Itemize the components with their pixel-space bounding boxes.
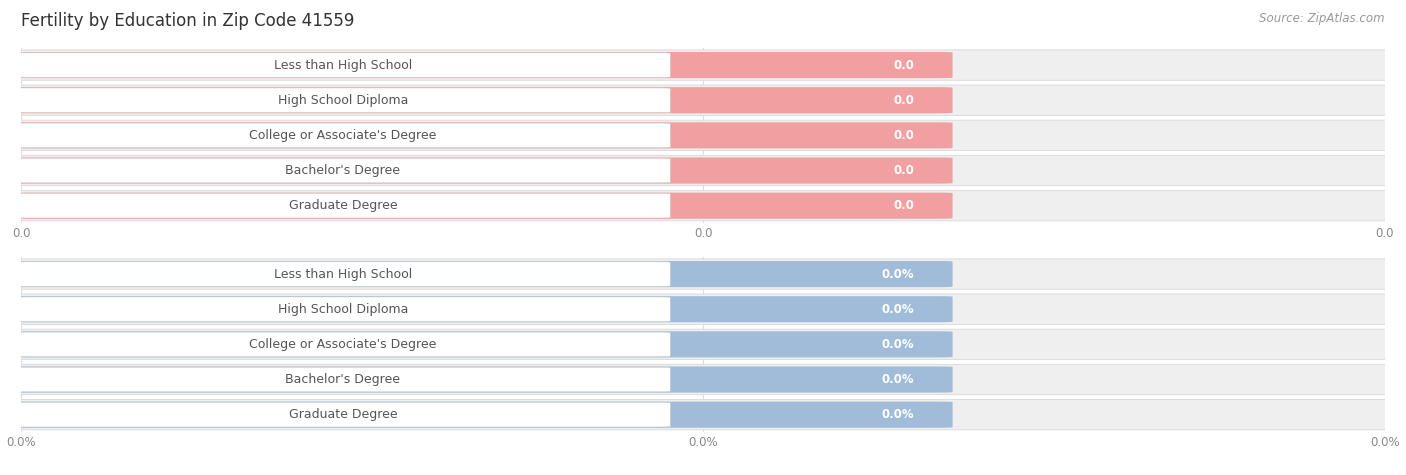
FancyBboxPatch shape xyxy=(15,88,671,113)
FancyBboxPatch shape xyxy=(6,122,953,149)
Text: Source: ZipAtlas.com: Source: ZipAtlas.com xyxy=(1260,12,1385,25)
FancyBboxPatch shape xyxy=(6,399,1400,430)
Text: Bachelor's Degree: Bachelor's Degree xyxy=(285,164,401,177)
FancyBboxPatch shape xyxy=(15,53,671,77)
FancyBboxPatch shape xyxy=(6,294,1400,324)
Text: High School Diploma: High School Diploma xyxy=(278,94,408,107)
Text: College or Associate's Degree: College or Associate's Degree xyxy=(249,129,437,142)
Text: 0.0%: 0.0% xyxy=(882,338,914,351)
FancyBboxPatch shape xyxy=(6,155,1400,186)
Text: Graduate Degree: Graduate Degree xyxy=(288,408,398,421)
Text: Bachelor's Degree: Bachelor's Degree xyxy=(285,373,401,386)
FancyBboxPatch shape xyxy=(6,331,953,358)
FancyBboxPatch shape xyxy=(15,262,671,286)
FancyBboxPatch shape xyxy=(15,158,671,183)
FancyBboxPatch shape xyxy=(6,85,1400,115)
Text: 0.0: 0.0 xyxy=(894,199,914,212)
Text: 0.0%: 0.0% xyxy=(882,267,914,281)
Text: 0.0%: 0.0% xyxy=(882,373,914,386)
FancyBboxPatch shape xyxy=(6,366,953,393)
FancyBboxPatch shape xyxy=(6,329,1400,360)
FancyBboxPatch shape xyxy=(15,367,671,392)
Text: 0.0%: 0.0% xyxy=(882,303,914,316)
FancyBboxPatch shape xyxy=(6,120,1400,151)
Text: College or Associate's Degree: College or Associate's Degree xyxy=(249,338,437,351)
Text: 0.0: 0.0 xyxy=(894,164,914,177)
Text: 0.0: 0.0 xyxy=(894,58,914,72)
FancyBboxPatch shape xyxy=(6,261,953,287)
FancyBboxPatch shape xyxy=(6,401,953,428)
Text: 0.0: 0.0 xyxy=(894,94,914,107)
FancyBboxPatch shape xyxy=(15,297,671,322)
Text: Less than High School: Less than High School xyxy=(274,267,412,281)
Text: Fertility by Education in Zip Code 41559: Fertility by Education in Zip Code 41559 xyxy=(21,12,354,30)
FancyBboxPatch shape xyxy=(15,402,671,427)
FancyBboxPatch shape xyxy=(6,190,1400,221)
Text: 0.0: 0.0 xyxy=(894,129,914,142)
Text: High School Diploma: High School Diploma xyxy=(278,303,408,316)
Text: Less than High School: Less than High School xyxy=(274,58,412,72)
FancyBboxPatch shape xyxy=(6,259,1400,289)
FancyBboxPatch shape xyxy=(6,192,953,219)
FancyBboxPatch shape xyxy=(15,193,671,218)
FancyBboxPatch shape xyxy=(6,50,1400,80)
Text: 0.0%: 0.0% xyxy=(882,408,914,421)
FancyBboxPatch shape xyxy=(6,52,953,78)
FancyBboxPatch shape xyxy=(6,87,953,114)
Text: Graduate Degree: Graduate Degree xyxy=(288,199,398,212)
FancyBboxPatch shape xyxy=(6,157,953,184)
FancyBboxPatch shape xyxy=(6,296,953,323)
FancyBboxPatch shape xyxy=(15,332,671,357)
FancyBboxPatch shape xyxy=(6,364,1400,395)
FancyBboxPatch shape xyxy=(15,123,671,148)
